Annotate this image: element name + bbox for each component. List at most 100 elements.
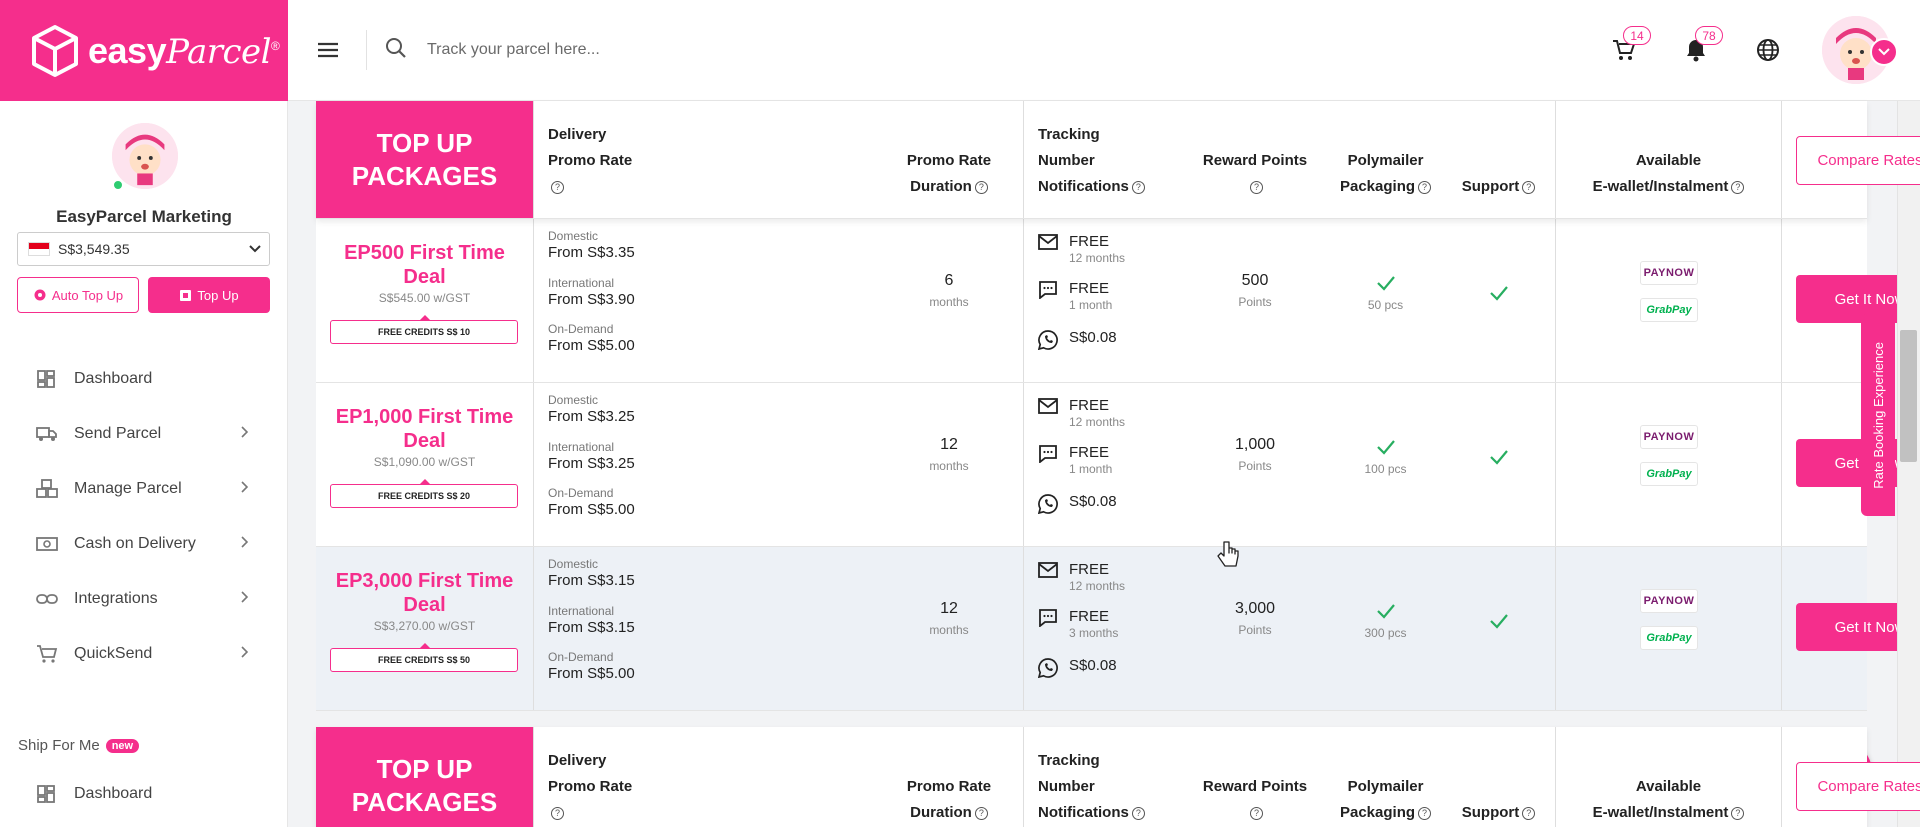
online-status-indicator xyxy=(112,179,124,191)
top-up-packages-table: TOP UP PACKAGES Delivery Promo Rate? Promo… xyxy=(316,101,1920,827)
help-icon[interactable]: ? xyxy=(1418,181,1432,194)
sms-notification-period: 3 months xyxy=(1069,626,1119,640)
notification-button[interactable]: 78 xyxy=(1678,26,1723,68)
help-icon[interactable]: ? xyxy=(1522,807,1536,820)
package-rows: EP500 First Time Deal S$545.00 w/GST FREE C… xyxy=(316,219,1920,711)
duration-value: 6 xyxy=(944,272,954,289)
sidebar-item-sfm-dashboard[interactable]: Dashboard xyxy=(0,766,288,821)
support-check-icon xyxy=(1442,449,1555,470)
sms-notification-period: 1 month xyxy=(1069,298,1113,312)
help-icon[interactable]: ? xyxy=(1731,807,1745,820)
mascot-avatar-icon xyxy=(1822,16,1890,84)
email-notification-period: 12 months xyxy=(1069,251,1126,265)
paynow-logo: PAYNOW xyxy=(1640,261,1698,285)
package-name-cell: EP1,000 First Time Deal S$1,090.00 w/GST FR… xyxy=(316,383,533,546)
help-icon[interactable]: ? xyxy=(1731,181,1745,194)
duration-cell: 12 months xyxy=(875,547,1023,710)
polymailer-quantity: 50 pcs xyxy=(1367,298,1404,312)
help-icon[interactable]: ? xyxy=(551,181,564,194)
reward-points-unit: Points xyxy=(1238,459,1272,473)
reward-points-unit: Points xyxy=(1238,623,1272,637)
help-icon[interactable]: ? xyxy=(974,181,988,194)
header-polymailer: Polymailer Packaging? Support? xyxy=(1329,727,1555,827)
logo-text: easyParcel® xyxy=(88,29,280,72)
language-button[interactable] xyxy=(1750,32,1786,68)
truck-icon xyxy=(36,425,60,443)
rate-label: International xyxy=(548,604,615,618)
help-icon[interactable]: ? xyxy=(1131,181,1145,194)
rate-label: Domestic xyxy=(548,557,599,571)
free-credits-badge: FREE CREDITS S$ 20 xyxy=(330,479,518,508)
sidebar: EasyParcel Marketing S$3,549.35 Auto Top… xyxy=(0,101,288,827)
top-up-button[interactable]: Top Up xyxy=(148,277,270,313)
track-parcel-input[interactable] xyxy=(427,41,927,59)
help-icon[interactable]: ? xyxy=(1131,807,1145,820)
domestic-rate: From S$3.35 xyxy=(548,244,635,261)
hamburger-menu-icon[interactable] xyxy=(310,32,346,68)
account-name: EasyParcel Marketing xyxy=(56,207,232,226)
top-up-packages-title: TOP UP PACKAGES xyxy=(316,727,533,827)
auto-top-up-button[interactable]: Auto Top Up xyxy=(17,277,139,313)
help-icon[interactable]: ? xyxy=(551,807,564,820)
chevron-right-icon xyxy=(241,591,248,603)
reward-points-value: 3,000 xyxy=(1234,600,1276,617)
header-support: Support xyxy=(1461,178,1520,195)
ewallet-cell: PAYNOW GrabPay xyxy=(1555,547,1781,710)
scrollbar-track[interactable] xyxy=(1897,101,1920,827)
cart-count-badge: 14 xyxy=(1623,26,1651,45)
logo[interactable]: easyParcel® xyxy=(0,0,288,101)
table-header-repeat: TOP UP PACKAGES Delivery Promo Rate? Promo… xyxy=(316,727,1920,827)
account-avatar xyxy=(112,123,178,189)
new-badge: new xyxy=(105,738,140,753)
delivery-rate-cell: Domestic From S$3.15 International From S$3… xyxy=(533,547,875,710)
sidebar-item-quicksend[interactable]: QuickSend xyxy=(0,626,288,681)
sidebar-item-send-parcel[interactable]: Send Parcel xyxy=(0,406,288,461)
paynow-logo: PAYNOW xyxy=(1640,589,1698,613)
help-icon[interactable]: ? xyxy=(1250,807,1263,820)
package-price: S$545.00 w/GST xyxy=(378,291,471,305)
rate-label: International xyxy=(548,276,615,290)
on-demand-rate: From S$5.00 xyxy=(548,501,635,518)
help-icon[interactable]: ? xyxy=(1418,807,1432,820)
help-icon[interactable]: ? xyxy=(974,807,988,820)
reward-points-unit: Points xyxy=(1238,295,1272,309)
chevron-down-icon xyxy=(1870,38,1898,66)
reward-points-value: 500 xyxy=(1241,272,1269,289)
compare-rates-button[interactable]: Compare Rates xyxy=(1796,762,1920,811)
help-icon[interactable]: ? xyxy=(1522,181,1536,194)
top-bar xyxy=(288,0,1920,101)
rate-booking-experience-tab[interactable]: Rate Booking Experience xyxy=(1861,314,1895,516)
duration-cell: 6 months xyxy=(875,219,1023,382)
sms-notification-value: FREE xyxy=(1069,280,1110,297)
globe-icon xyxy=(1757,39,1779,61)
header-actions-cell: Compare Rates xyxy=(1781,727,1920,827)
scrollbar-thumb[interactable] xyxy=(1900,330,1917,462)
duration-unit: months xyxy=(929,459,969,473)
boxes-icon xyxy=(36,478,60,499)
whatsapp-icon xyxy=(1037,494,1060,519)
grabpay-logo: GrabPay xyxy=(1640,298,1698,322)
package-title: EP3,000 First Time Deal xyxy=(335,570,514,616)
sms-icon xyxy=(1038,609,1060,640)
user-avatar-button[interactable] xyxy=(1822,16,1898,84)
check-icon xyxy=(1329,603,1442,624)
sidebar-item-manage-parcel[interactable]: Manage Parcel xyxy=(0,461,288,516)
duration-value: 12 xyxy=(940,436,958,453)
rate-label: Domestic xyxy=(548,229,599,243)
cart-button[interactable]: 14 xyxy=(1606,26,1651,68)
sidebar-item-dashboard[interactable]: Dashboard xyxy=(0,351,288,406)
hand-cursor-icon xyxy=(1217,541,1239,567)
polymailer-quantity: 100 pcs xyxy=(1364,462,1407,476)
chevron-right-icon xyxy=(241,646,248,658)
sms-notification-value: FREE xyxy=(1069,608,1110,625)
support-check-icon xyxy=(1442,285,1555,306)
header-ewallet: Available E-wallet/Instalment? xyxy=(1555,727,1781,827)
help-icon[interactable]: ? xyxy=(1250,181,1263,194)
rate-label: On-Demand xyxy=(548,486,614,500)
compare-rates-button[interactable]: Compare Rates xyxy=(1796,136,1920,185)
sidebar-item-cash-on-delivery[interactable]: Cash on Delivery xyxy=(0,516,288,571)
header-actions: 14 78 xyxy=(1606,0,1920,100)
balance-select[interactable]: S$3,549.35 xyxy=(17,232,270,266)
rate-label: International xyxy=(548,440,615,454)
sidebar-item-integrations[interactable]: Integrations xyxy=(0,571,288,626)
